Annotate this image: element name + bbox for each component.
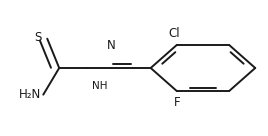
Text: N: N (107, 39, 115, 52)
Text: H₂N: H₂N (18, 88, 41, 101)
Text: S: S (35, 31, 42, 44)
Text: Cl: Cl (168, 27, 180, 40)
Text: F: F (173, 96, 180, 109)
Text: NH: NH (92, 81, 107, 91)
